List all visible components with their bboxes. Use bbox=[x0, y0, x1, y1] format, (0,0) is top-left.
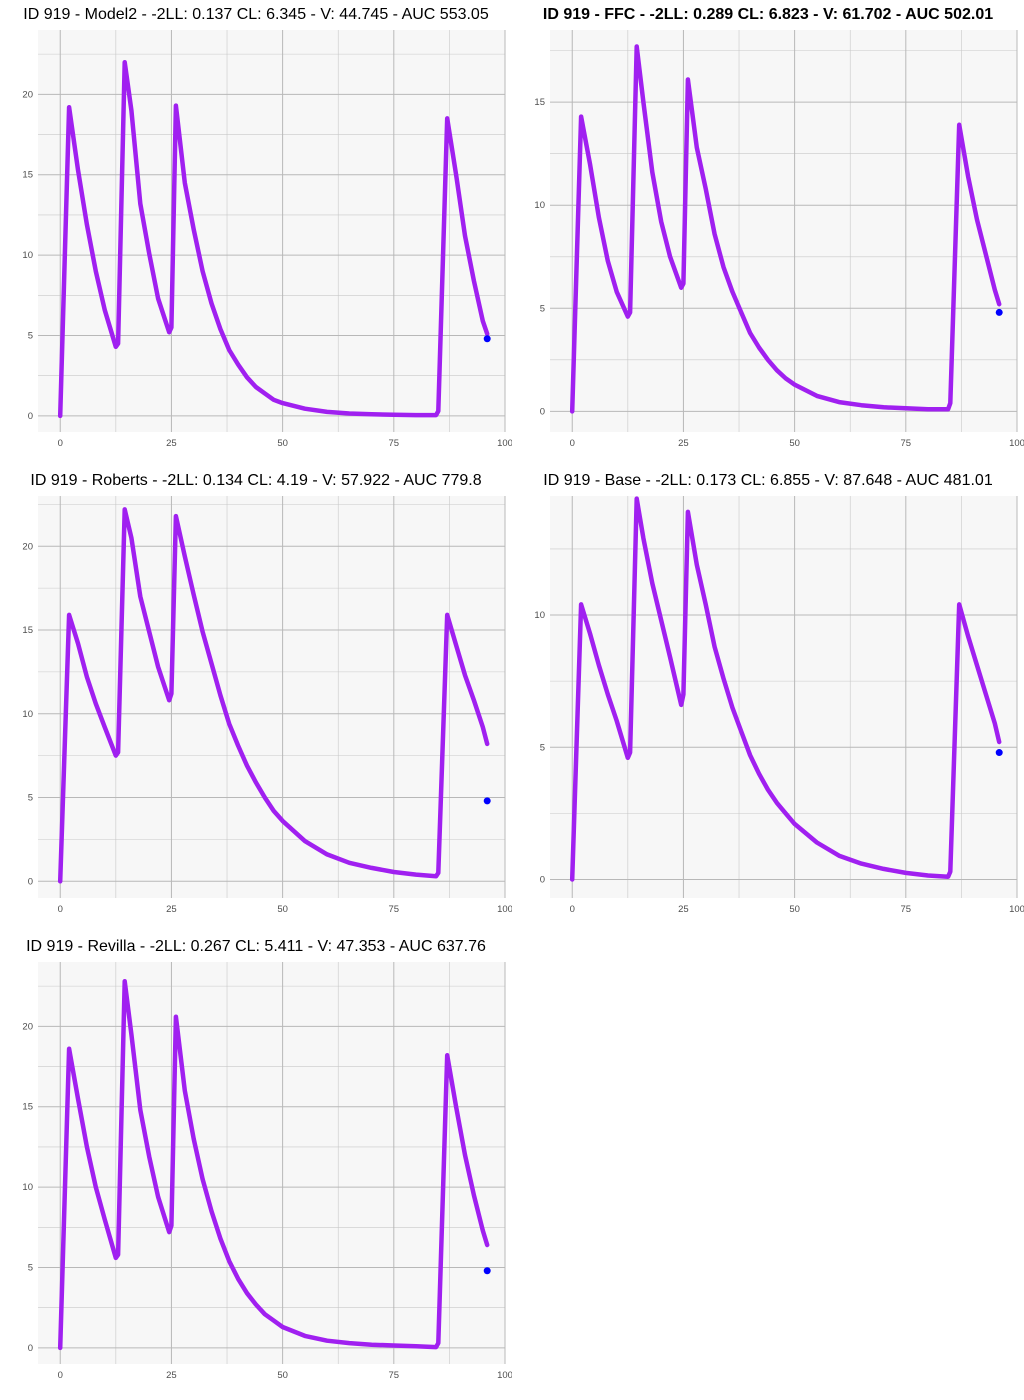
series-line bbox=[57, 979, 490, 1351]
plot-revilla: 0 25 50 75 100 0 5 10 15 20 bbox=[22, 962, 512, 1381]
plot-background bbox=[38, 30, 505, 432]
plot-background bbox=[38, 962, 505, 1364]
plot-background bbox=[550, 496, 1017, 898]
x-tick-label: 100 bbox=[497, 904, 512, 915]
x-tick-label: 0 bbox=[570, 904, 575, 915]
chart-title-ffc: ID 919 - FFC - -2LL: 0.289 CL: 6.823 - V… bbox=[542, 6, 994, 23]
observed-point bbox=[483, 797, 491, 805]
x-tick-label: 25 bbox=[166, 438, 177, 449]
y-tick-label: 5 bbox=[540, 303, 545, 314]
x-tick-label: 50 bbox=[789, 438, 800, 449]
y-tick-label: 0 bbox=[540, 874, 545, 885]
x-tick-label: 75 bbox=[389, 1370, 400, 1381]
series-line bbox=[569, 44, 1002, 414]
x-tick-label: 50 bbox=[789, 904, 800, 915]
x-tick-label: 100 bbox=[1009, 904, 1024, 915]
chart-title-roberts: ID 919 - Roberts - -2LL: 0.134 CL: 4.19 … bbox=[30, 472, 482, 489]
y-tick-label: 5 bbox=[28, 331, 33, 342]
x-tick-label: 75 bbox=[389, 438, 400, 449]
observed-point bbox=[995, 308, 1003, 316]
y-tick-label: 20 bbox=[22, 1021, 33, 1032]
y-tick-label: 10 bbox=[22, 250, 33, 261]
chart-title-model2: ID 919 - Model2 - -2LL: 0.137 CL: 6.345 … bbox=[23, 6, 489, 23]
chart-title-base: ID 919 - Base - -2LL: 0.173 CL: 6.855 - … bbox=[543, 472, 993, 489]
y-tick-label: 0 bbox=[28, 1343, 33, 1354]
y-tick-label: 15 bbox=[22, 1102, 33, 1113]
y-tick-label: 15 bbox=[534, 97, 545, 108]
x-tick-label: 100 bbox=[497, 1370, 512, 1381]
observed-point bbox=[995, 749, 1003, 757]
series-line bbox=[57, 59, 490, 419]
x-tick-label: 75 bbox=[389, 904, 400, 915]
plot-roberts: 0 25 50 75 100 0 5 10 15 20 bbox=[22, 496, 512, 915]
chart-panel-ffc: ID 919 - FFC - -2LL: 0.289 CL: 6.823 - V… bbox=[512, 0, 1024, 466]
y-tick-label: 10 bbox=[22, 709, 33, 720]
plot-background bbox=[550, 30, 1017, 432]
y-tick-label: 0 bbox=[28, 411, 33, 422]
y-tick-label: 0 bbox=[28, 876, 33, 887]
chart-title-revilla: ID 919 - Revilla - -2LL: 0.267 CL: 5.411… bbox=[26, 938, 486, 955]
observed-point bbox=[483, 335, 491, 343]
x-tick-label: 25 bbox=[678, 438, 689, 449]
x-tick-label: 100 bbox=[1009, 438, 1024, 449]
x-tick-label: 25 bbox=[166, 1370, 177, 1381]
chart-panel-model2: ID 919 - Model2 - -2LL: 0.137 CL: 6.345 … bbox=[0, 0, 512, 466]
x-tick-label: 75 bbox=[901, 904, 912, 915]
x-tick-label: 75 bbox=[901, 438, 912, 449]
series-line bbox=[57, 507, 490, 884]
y-tick-label: 5 bbox=[540, 742, 545, 753]
observed-point bbox=[483, 1267, 491, 1275]
x-tick-label: 100 bbox=[497, 438, 512, 449]
series-line bbox=[569, 496, 1002, 882]
y-tick-label: 20 bbox=[22, 89, 33, 100]
x-tick-label: 50 bbox=[277, 1370, 288, 1381]
plot-ffc: 0 25 50 75 100 0 5 10 15 bbox=[534, 30, 1024, 449]
chart-panel-revilla: ID 919 - Revilla - -2LL: 0.267 CL: 5.411… bbox=[0, 932, 512, 1398]
x-tick-label: 50 bbox=[277, 904, 288, 915]
plot-base: 0 25 50 75 100 0 5 10 bbox=[534, 496, 1024, 915]
x-tick-label: 50 bbox=[277, 438, 288, 449]
chart-panel-roberts: ID 919 - Roberts - -2LL: 0.134 CL: 4.19 … bbox=[0, 466, 512, 932]
x-tick-label: 25 bbox=[678, 904, 689, 915]
y-tick-label: 10 bbox=[22, 1182, 33, 1193]
plot-background bbox=[38, 496, 505, 898]
y-tick-label: 5 bbox=[28, 793, 33, 804]
y-tick-label: 20 bbox=[22, 541, 33, 552]
y-tick-label: 10 bbox=[534, 200, 545, 211]
y-tick-label: 15 bbox=[22, 625, 33, 636]
x-tick-label: 25 bbox=[166, 904, 177, 915]
chart-panel-base: ID 919 - Base - -2LL: 0.173 CL: 6.855 - … bbox=[512, 466, 1024, 932]
y-tick-label: 5 bbox=[28, 1263, 33, 1274]
plot-model2: 0 25 50 75 100 0 5 10 15 20 bbox=[22, 30, 512, 449]
x-tick-label: 0 bbox=[570, 438, 575, 449]
y-tick-label: 15 bbox=[22, 170, 33, 181]
y-tick-label: 10 bbox=[534, 610, 545, 621]
x-tick-label: 0 bbox=[58, 438, 63, 449]
y-tick-label: 0 bbox=[540, 406, 545, 417]
x-tick-label: 0 bbox=[58, 904, 63, 915]
x-tick-label: 0 bbox=[58, 1370, 63, 1381]
